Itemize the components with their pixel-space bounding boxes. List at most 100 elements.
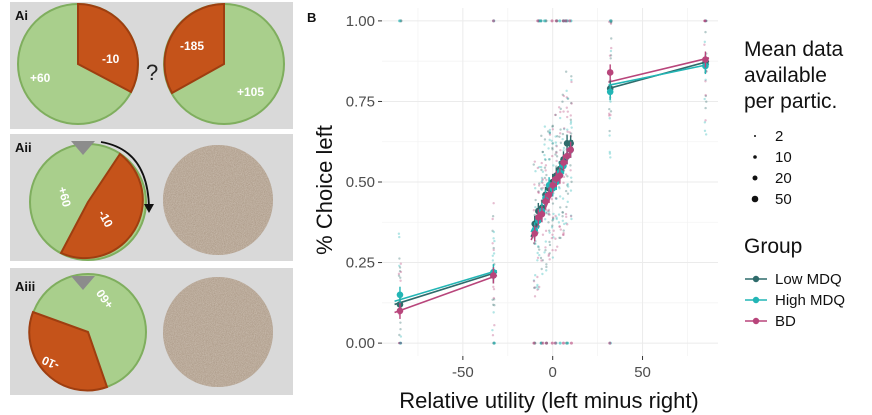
raw-point [570, 75, 573, 78]
raw-point [493, 324, 496, 327]
mean-point [606, 88, 614, 96]
raw-point [704, 106, 707, 110]
raw-point [551, 148, 554, 151]
raw-point [608, 150, 611, 154]
raw-point [552, 236, 555, 239]
raw-point [566, 130, 569, 133]
raw-point [557, 106, 561, 109]
raw-point [537, 191, 540, 195]
panel-aii-label: Aii [15, 140, 32, 155]
raw-point [554, 249, 557, 252]
raw-point [544, 229, 548, 233]
raw-point [545, 178, 548, 182]
size-legend-title: available [744, 64, 827, 87]
raw-point [533, 242, 536, 245]
raw-point [491, 217, 494, 221]
raw-point [609, 54, 613, 57]
x-tick-label: 0 [549, 364, 557, 381]
raw-point [536, 166, 540, 170]
raw-point [533, 286, 536, 289]
raw-point [544, 158, 547, 162]
raw-point [561, 132, 565, 136]
raw-point [559, 141, 563, 145]
raw-point [492, 248, 495, 252]
size-legend-dot [753, 155, 757, 159]
raw-point [562, 231, 565, 235]
raw-point [558, 135, 561, 138]
raw-point [558, 116, 562, 120]
raw-point [545, 263, 548, 266]
raw-point [551, 202, 555, 205]
raw-point [558, 236, 561, 240]
raw-point [540, 165, 543, 169]
raw-extreme-point [558, 19, 562, 23]
raw-extreme-point [399, 341, 403, 345]
raw-point [554, 153, 557, 156]
raw-point [532, 280, 536, 283]
raw-point [399, 341, 403, 345]
raw-point [704, 80, 707, 83]
raw-point [544, 246, 547, 249]
pie-orange-value: -10 [102, 52, 120, 66]
raw-point [551, 224, 554, 227]
raw-point [547, 221, 550, 224]
raw-point [537, 245, 540, 248]
raw-point [543, 143, 546, 146]
raw-point [551, 216, 555, 219]
raw-point [398, 235, 401, 239]
raw-point [532, 209, 536, 212]
raw-point [541, 181, 544, 185]
raw-point [533, 183, 536, 186]
raw-point [562, 149, 565, 152]
raw-point [492, 285, 495, 289]
raw-point [566, 97, 570, 100]
raw-point [492, 287, 496, 291]
size-legend-label: 50 [775, 191, 792, 208]
fit-line [394, 269, 498, 302]
pie-orange-value: -185 [180, 39, 204, 53]
raw-point [547, 208, 551, 212]
raw-extreme-point [553, 341, 557, 345]
raw-point [564, 212, 568, 216]
raw-point [608, 152, 612, 155]
raw-extreme-point [568, 19, 572, 23]
raw-point [556, 135, 559, 138]
raw-point [399, 327, 402, 331]
raw-point [555, 217, 558, 221]
raw-point [492, 252, 496, 255]
raw-point [543, 158, 547, 161]
raw-point [541, 259, 545, 262]
size-legend-dot [754, 135, 756, 137]
raw-point [548, 213, 551, 216]
aii-pie: +60 -10 [29, 143, 147, 261]
raw-point [543, 183, 546, 187]
raw-point [491, 215, 495, 218]
raw-point [562, 181, 565, 185]
raw-point [608, 107, 611, 111]
raw-point [556, 245, 559, 248]
raw-point [547, 254, 550, 258]
raw-point [548, 130, 551, 134]
raw-point [559, 107, 562, 111]
raw-point [559, 236, 562, 240]
raw-point [398, 269, 402, 273]
texture-noise [163, 145, 273, 255]
raw-point [538, 182, 541, 185]
size-legend-label: 2 [775, 128, 783, 145]
raw-point [559, 148, 562, 152]
raw-point [491, 254, 495, 257]
raw-point [397, 341, 401, 345]
raw-point [607, 20, 611, 24]
raw-point [570, 80, 573, 84]
raw-point [554, 214, 557, 218]
panel-aii: Aii +60 -10 [10, 134, 293, 261]
raw-point [565, 89, 568, 93]
group-legend-label: High MDQ [775, 292, 845, 309]
raw-point [492, 311, 495, 314]
raw-point [550, 139, 553, 142]
raw-point [563, 222, 566, 226]
raw-point [547, 147, 550, 150]
panel-b: B 0.00 0.25 0.50 0.75 1.00 -50 0 50 % Choice le… [307, 8, 845, 413]
raw-point [704, 30, 707, 34]
raw-point [569, 214, 573, 217]
